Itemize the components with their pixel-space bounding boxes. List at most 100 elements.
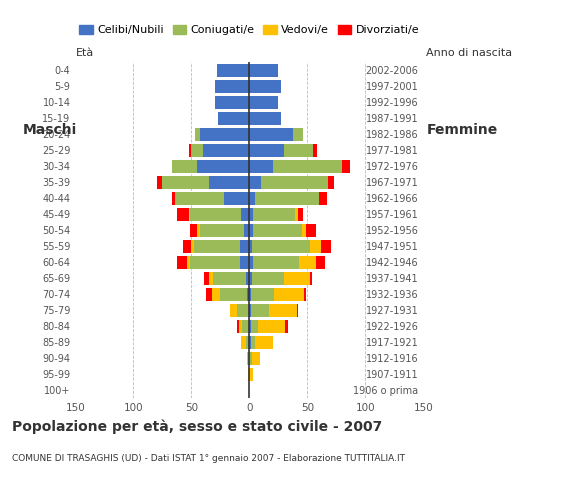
Bar <box>177 255 187 269</box>
Bar <box>172 192 175 205</box>
Bar <box>200 224 244 237</box>
Bar <box>299 255 316 269</box>
Bar <box>249 240 252 253</box>
Bar <box>304 288 306 301</box>
Bar <box>218 111 249 125</box>
Bar <box>293 128 303 141</box>
Bar <box>197 159 249 173</box>
Bar <box>253 255 299 269</box>
Bar <box>249 272 252 285</box>
Bar <box>302 224 306 237</box>
Bar <box>177 207 189 221</box>
Bar <box>213 272 246 285</box>
Bar <box>249 111 281 125</box>
Bar <box>249 159 273 173</box>
Bar <box>255 336 273 349</box>
Bar <box>284 144 313 157</box>
Bar <box>191 144 203 157</box>
Bar <box>190 207 241 221</box>
Bar <box>249 192 255 205</box>
Bar <box>203 144 249 157</box>
Bar <box>249 63 278 77</box>
Bar <box>251 336 255 349</box>
Bar <box>251 303 269 317</box>
Bar <box>191 240 194 253</box>
Bar <box>249 80 281 93</box>
Bar <box>204 272 209 285</box>
Bar <box>310 240 321 253</box>
Bar <box>246 272 249 285</box>
Bar <box>249 288 251 301</box>
Bar <box>215 96 249 109</box>
Bar <box>190 255 240 269</box>
Bar <box>249 320 251 333</box>
Bar <box>285 320 288 333</box>
Bar <box>237 320 239 333</box>
Bar <box>197 224 200 237</box>
Bar <box>240 255 249 269</box>
Bar <box>258 320 285 333</box>
Bar <box>183 240 191 253</box>
Bar <box>255 192 319 205</box>
Bar <box>162 176 209 189</box>
Bar <box>194 240 240 253</box>
Bar <box>342 159 350 173</box>
Bar <box>252 351 260 365</box>
Bar <box>206 288 212 301</box>
Bar <box>249 207 253 221</box>
Bar <box>175 192 224 205</box>
Text: Popolazione per età, sesso e stato civile - 2007: Popolazione per età, sesso e stato civil… <box>12 420 382 434</box>
Bar <box>249 96 278 109</box>
Bar <box>157 176 162 189</box>
Bar <box>220 288 247 301</box>
Bar <box>295 207 298 221</box>
Bar <box>209 272 213 285</box>
Bar <box>209 176 249 189</box>
Bar <box>239 320 242 333</box>
Bar <box>253 224 302 237</box>
Bar <box>189 144 191 157</box>
Bar <box>190 224 197 237</box>
Bar <box>249 144 284 157</box>
Bar <box>247 351 248 365</box>
Bar <box>249 128 293 141</box>
Text: Età: Età <box>75 48 93 58</box>
Bar <box>189 207 190 221</box>
Bar <box>321 240 331 253</box>
Bar <box>274 288 304 301</box>
Bar <box>224 192 249 205</box>
Text: Anno di nascita: Anno di nascita <box>426 48 512 58</box>
Bar <box>241 207 249 221</box>
Bar <box>284 272 310 285</box>
Bar <box>273 159 342 173</box>
Bar <box>247 288 249 301</box>
Bar <box>237 303 249 317</box>
Bar <box>240 240 249 253</box>
Bar <box>313 144 317 157</box>
Text: Maschi: Maschi <box>23 123 78 137</box>
Bar <box>251 320 258 333</box>
Bar <box>249 368 253 381</box>
Bar <box>261 176 328 189</box>
Bar <box>253 207 295 221</box>
Bar <box>310 272 312 285</box>
Bar <box>249 224 253 237</box>
Legend: Celibi/Nubili, Coniugati/e, Vedovi/e, Divorziati/e: Celibi/Nubili, Coniugati/e, Vedovi/e, Di… <box>75 21 424 40</box>
Bar <box>306 224 316 237</box>
Bar <box>242 320 249 333</box>
Bar <box>241 336 246 349</box>
Bar <box>230 303 237 317</box>
Bar <box>328 176 334 189</box>
Bar <box>246 336 249 349</box>
Bar <box>252 240 310 253</box>
Bar <box>249 176 261 189</box>
Bar <box>269 303 297 317</box>
Bar <box>172 159 197 173</box>
Text: COMUNE DI TRASAGHIS (UD) - Dati ISTAT 1° gennaio 2007 - Elaborazione TUTTITALIA.: COMUNE DI TRASAGHIS (UD) - Dati ISTAT 1°… <box>12 454 405 463</box>
Bar <box>249 351 252 365</box>
Bar <box>316 255 325 269</box>
Bar <box>195 128 200 141</box>
Bar <box>217 63 249 77</box>
Bar <box>298 207 303 221</box>
Bar <box>319 192 327 205</box>
